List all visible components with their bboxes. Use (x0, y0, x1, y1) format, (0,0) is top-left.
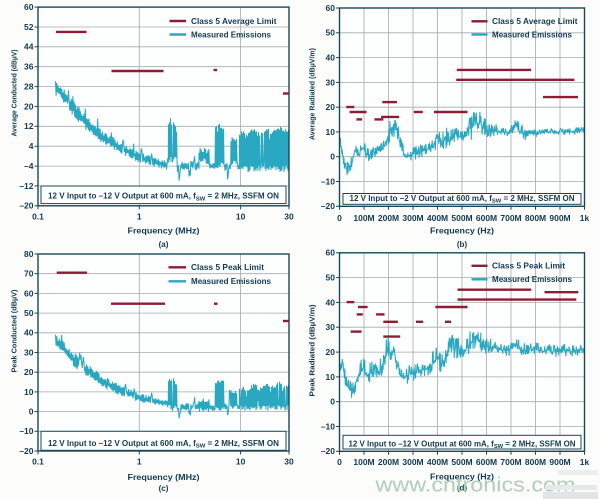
svg-text:50: 50 (24, 308, 34, 318)
svg-text:50: 50 (326, 273, 336, 283)
svg-text:20: 20 (24, 367, 34, 377)
svg-text:–12: –12 (19, 181, 33, 191)
svg-text:10: 10 (326, 372, 336, 382)
svg-text:Peak Radiated (dBµV/m): Peak Radiated (dBµV/m) (308, 304, 317, 397)
svg-text:–20: –20 (321, 201, 335, 211)
svg-text:Class 5 Peak Limit: Class 5 Peak Limit (191, 262, 264, 272)
svg-text:Average Radiated (dBµV/m): Average Radiated (dBµV/m) (308, 48, 317, 140)
svg-text:200M: 200M (378, 213, 399, 223)
svg-text:30: 30 (284, 212, 294, 222)
svg-text:Measured Emissions: Measured Emissions (492, 274, 572, 284)
svg-text:900M: 900M (549, 213, 570, 223)
svg-text:12 V Input to –12 V Output at: 12 V Input to –12 V Output at 600 mA, fS… (48, 192, 279, 203)
svg-text:30: 30 (326, 77, 336, 87)
svg-text:30: 30 (284, 457, 294, 467)
svg-text:12 V Input to –12 V Output at: 12 V Input to –12 V Output at 600 mA, fS… (349, 439, 576, 450)
svg-text:Measured Emissions: Measured Emissions (492, 29, 572, 39)
svg-text:–10: –10 (19, 426, 33, 436)
svg-text:600M: 600M (476, 457, 497, 467)
svg-text:0.1: 0.1 (32, 212, 44, 222)
svg-text:70: 70 (24, 269, 34, 279)
svg-text:4: 4 (29, 141, 34, 151)
svg-text:0.1: 0.1 (32, 457, 44, 467)
svg-text:www.cntronics.com: www.cntronics.com (374, 475, 575, 497)
svg-text:–20: –20 (19, 201, 33, 211)
svg-text:52: 52 (24, 22, 34, 32)
svg-text:1: 1 (137, 457, 142, 467)
svg-text:10: 10 (236, 457, 246, 467)
svg-text:(d): (d) (457, 484, 468, 493)
svg-text:–20: –20 (321, 446, 335, 456)
svg-text:0: 0 (29, 407, 34, 417)
svg-text:20: 20 (326, 102, 336, 112)
svg-text:50: 50 (326, 28, 336, 38)
svg-text:500M: 500M (451, 457, 472, 467)
svg-text:1k: 1k (580, 213, 590, 223)
svg-text:Peak Conducted (dBµV): Peak Conducted (dBµV) (10, 289, 19, 372)
svg-text:28: 28 (24, 82, 34, 92)
svg-text:36: 36 (24, 62, 34, 72)
svg-text:10: 10 (24, 387, 34, 397)
svg-text:400M: 400M (427, 457, 448, 467)
svg-text:Class 5 Average Limit: Class 5 Average Limit (191, 16, 277, 26)
svg-text:Frequency (MHz): Frequency (MHz) (128, 472, 200, 482)
svg-text:0: 0 (330, 397, 335, 407)
svg-text:700M: 700M (500, 457, 521, 467)
svg-text:20: 20 (24, 101, 34, 111)
svg-text:0: 0 (337, 213, 342, 223)
svg-text:–10: –10 (321, 176, 335, 186)
svg-text:44: 44 (24, 42, 34, 52)
svg-text:100M: 100M (353, 457, 374, 467)
svg-text:500M: 500M (451, 213, 472, 223)
svg-text:–20: –20 (19, 446, 33, 456)
svg-text:–4: –4 (24, 161, 34, 171)
svg-text:–10: –10 (321, 421, 335, 431)
svg-text:0: 0 (337, 457, 342, 467)
svg-text:1: 1 (137, 212, 142, 222)
svg-text:Class 5 Peak Limit: Class 5 Peak Limit (492, 261, 565, 271)
svg-text:Class 5 Average Limit: Class 5 Average Limit (492, 16, 578, 26)
svg-text:Average Conducted (dBµV): Average Conducted (dBµV) (10, 49, 19, 136)
svg-text:200M: 200M (378, 457, 399, 467)
svg-text:12: 12 (24, 121, 34, 131)
svg-text:300M: 300M (402, 213, 423, 223)
svg-text:100M: 100M (353, 213, 374, 223)
svg-text:60: 60 (326, 3, 336, 13)
svg-text:700M: 700M (500, 213, 521, 223)
svg-text:Measured Emissions: Measured Emissions (191, 29, 271, 39)
svg-text:800M: 800M (525, 213, 546, 223)
svg-text:40: 40 (326, 53, 336, 63)
svg-text:800M: 800M (525, 457, 546, 467)
svg-text:900M: 900M (549, 457, 570, 467)
svg-text:10: 10 (326, 127, 336, 137)
svg-text:Frequency (MHz): Frequency (MHz) (128, 226, 200, 236)
svg-text:12 V Input to –2 V Output at 6: 12 V Input to –2 V Output at 600 mA, fSW… (350, 194, 575, 205)
svg-text:(b): (b) (457, 240, 468, 249)
svg-text:Frequency (Hz): Frequency (Hz) (430, 472, 494, 482)
svg-text:30: 30 (326, 322, 336, 332)
svg-text:(c): (c) (159, 484, 169, 493)
svg-text:60: 60 (24, 2, 34, 12)
svg-text:40: 40 (24, 328, 34, 338)
svg-text:(a): (a) (159, 240, 169, 249)
svg-text:1k: 1k (580, 457, 590, 467)
svg-text:300M: 300M (402, 457, 423, 467)
svg-text:10: 10 (236, 212, 246, 222)
svg-text:20: 20 (326, 347, 336, 357)
svg-text:80: 80 (24, 249, 34, 259)
svg-text:Measured Emissions: Measured Emissions (191, 276, 271, 286)
svg-text:0: 0 (330, 152, 335, 162)
svg-text:600M: 600M (476, 213, 497, 223)
svg-text:60: 60 (326, 248, 336, 258)
svg-text:Frequency (Hz): Frequency (Hz) (430, 226, 494, 236)
svg-text:30: 30 (24, 347, 34, 357)
svg-text:12 V Input to –12 V Output at: 12 V Input to –12 V Output at 600 mA, fS… (48, 439, 279, 450)
svg-text:40: 40 (326, 297, 336, 307)
svg-text:400M: 400M (427, 213, 448, 223)
svg-text:60: 60 (24, 288, 34, 298)
